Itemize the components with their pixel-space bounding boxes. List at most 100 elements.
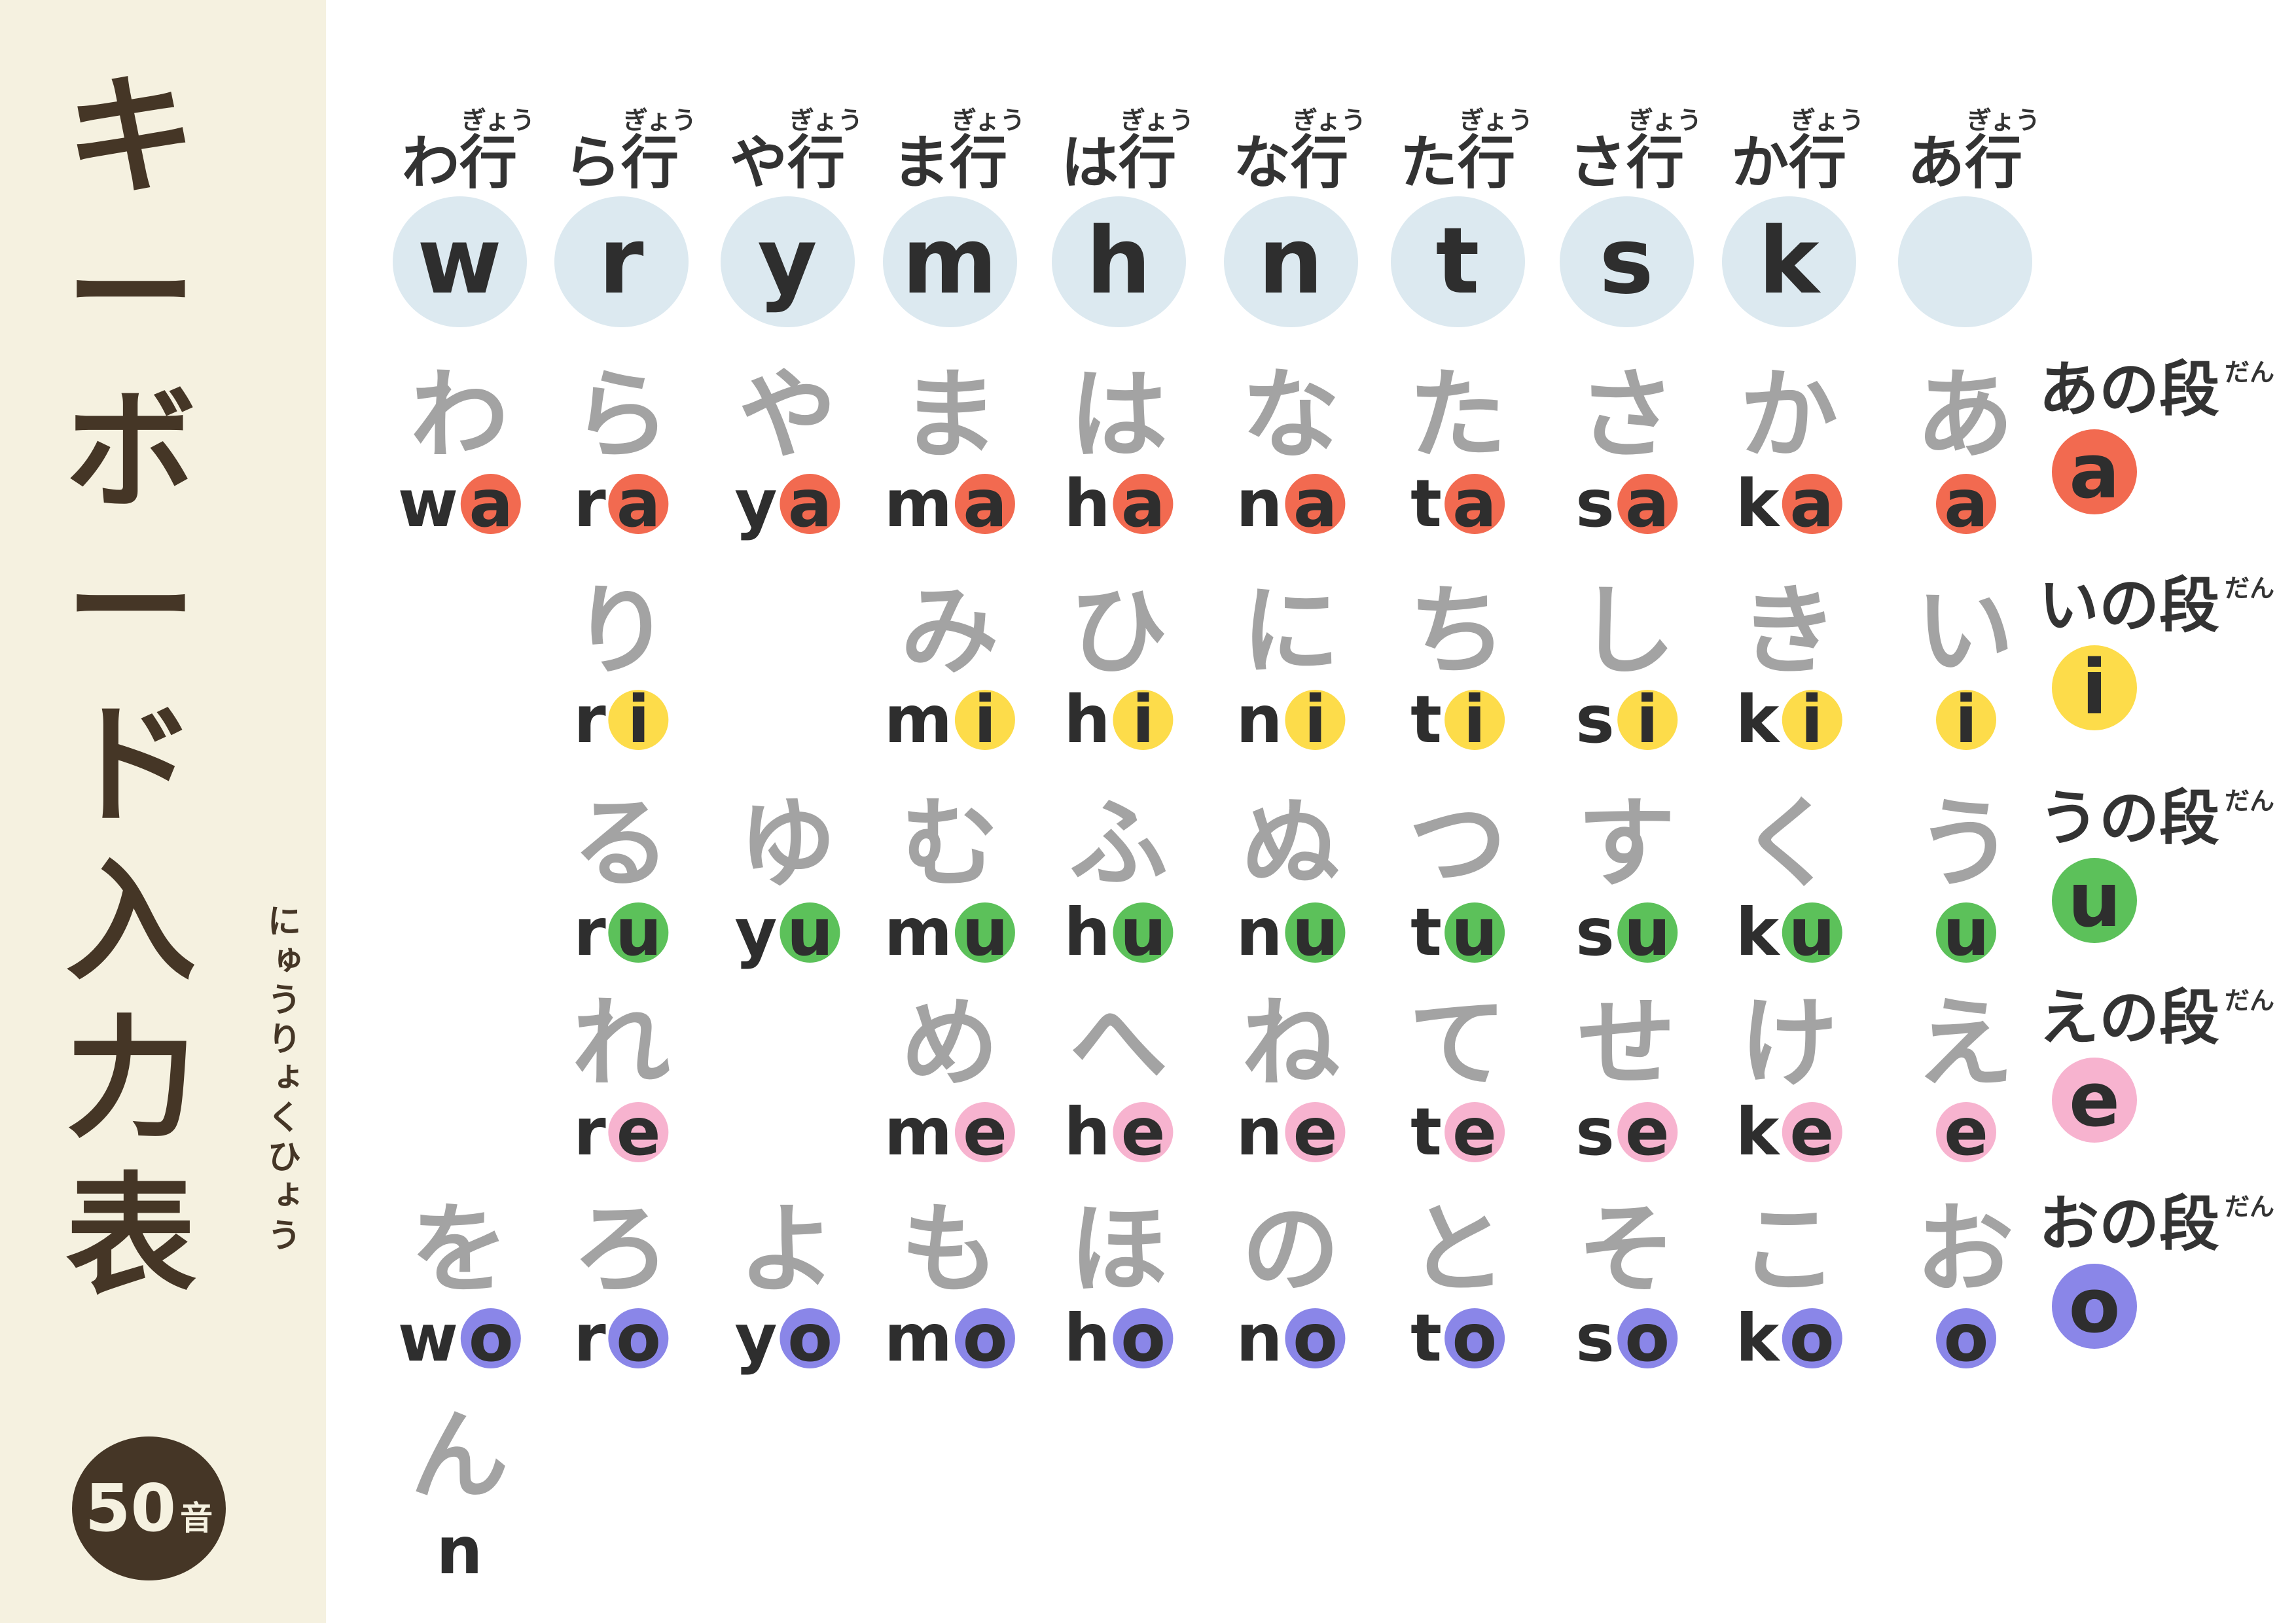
romaji-vowel: e: [955, 1099, 1016, 1165]
romaji-vowel: i: [955, 687, 1016, 753]
kana-si: し: [1577, 575, 1676, 688]
dan-label-text: うの段: [2039, 783, 2220, 853]
romaji-vowel: e: [1617, 1099, 1677, 1165]
gyou-label: な行: [1232, 129, 1348, 196]
romaji-consonant: r: [573, 1300, 606, 1376]
romaji-vowel: e: [1113, 1099, 1174, 1165]
romaji-consonant: k: [1735, 465, 1780, 542]
kana-ma: ま: [900, 359, 999, 473]
romaji-consonant: m: [884, 1094, 953, 1170]
dan-label-text: おの段: [2039, 1189, 2220, 1259]
title-char: ー: [65, 532, 196, 685]
consonant-key-circle: y: [720, 196, 855, 327]
gyou-ruby: ぎょう: [622, 106, 696, 135]
romaji-o: o: [1933, 1306, 1996, 1371]
kana-me: め: [900, 987, 999, 1101]
romaji-vowel: i: [1444, 687, 1505, 753]
kana-ho: ほ: [1069, 1193, 1168, 1307]
kana-mu: む: [900, 787, 999, 901]
title-char: 入: [65, 846, 196, 999]
kana-ke: け: [1739, 987, 1839, 1101]
kana-to: と: [1408, 1193, 1507, 1307]
dan-ruby: だん: [2225, 986, 2275, 1015]
dan-label: えの段 だん: [2039, 988, 2287, 1048]
romaji-consonant: r: [573, 1094, 606, 1170]
kana-re: れ: [571, 987, 671, 1101]
romaji-consonant: n: [1236, 1094, 1283, 1170]
kana-wa: わ: [410, 359, 509, 473]
column-header: ぎょう か行 k: [1713, 108, 1864, 327]
kana-ko: こ: [1739, 1193, 1839, 1307]
kana-tu: つ: [1408, 787, 1507, 901]
romaji-consonant: h: [1064, 1094, 1111, 1170]
romaji-vowel: o: [608, 1306, 669, 1371]
romaji-vowel: i: [1617, 687, 1677, 753]
column-header: ぎょう さ行 s: [1551, 108, 1702, 327]
column-header: ぎょう ま行 m: [874, 108, 1025, 327]
romaji-vowel: a: [1782, 471, 1842, 537]
romaji-a: a: [1933, 471, 1996, 537]
romaji-vowel: o: [1936, 1306, 1996, 1371]
romaji-consonant: m: [884, 1300, 953, 1376]
dan-label: いの段 だん: [2039, 576, 2287, 636]
title-char: キ: [65, 61, 196, 213]
romaji-vowel: o: [1617, 1306, 1677, 1371]
romaji-consonant: n: [1236, 465, 1283, 542]
gyou-label: は行: [1060, 129, 1176, 196]
romaji-vowel: e: [1936, 1099, 1996, 1165]
kana-ya: や: [738, 359, 837, 473]
fifty-sounds-badge: 50 音: [72, 1436, 226, 1580]
title-char: ー: [65, 218, 196, 370]
romaji-consonant: t: [1410, 1094, 1442, 1170]
kana-na: な: [1241, 359, 1340, 473]
kana-ro: ろ: [571, 1193, 671, 1307]
gyou-label: あ行: [1907, 129, 2022, 196]
romaji-vowel: u: [1617, 900, 1677, 965]
romaji-vowel: u: [1113, 900, 1174, 965]
kana-ka: か: [1739, 359, 1839, 473]
kana-ra: ら: [571, 359, 671, 473]
romaji-consonant: y: [734, 894, 778, 971]
romaji-consonant: y: [734, 1300, 778, 1376]
dan-vowel-circle: u: [2052, 858, 2137, 943]
romaji-vowel: o: [780, 1306, 840, 1371]
kana-sa: さ: [1577, 359, 1676, 473]
badge-unit: 音: [180, 1499, 213, 1537]
romaji-vowel: e: [1782, 1099, 1842, 1165]
dan-vowel-circle: e: [2052, 1058, 2137, 1143]
romaji-consonant: n: [1236, 894, 1283, 971]
romaji-consonant: h: [1064, 894, 1111, 971]
romaji-consonant: s: [1575, 1300, 1615, 1376]
consonant-key-circle: m: [882, 196, 1017, 327]
romaji-vowel: o: [955, 1306, 1016, 1371]
column-header: ぎょう あ行: [1890, 108, 2040, 327]
column-header: ぎょう は行 h: [1043, 108, 1194, 327]
romaji-consonant: r: [573, 894, 606, 971]
dan-label-group: あの段 だん a: [2039, 360, 2287, 514]
gyou-ruby: ぎょう: [1790, 106, 1864, 135]
romaji-u: u: [1933, 900, 1996, 965]
romaji-vowel: i: [1113, 687, 1174, 753]
romaji-vowel: a: [955, 471, 1016, 537]
kana-mi: み: [900, 575, 999, 688]
title-ruby: にゅうりょくひょう: [261, 903, 300, 1257]
gyou-label: た行: [1399, 129, 1515, 196]
romaji-consonant: s: [1575, 894, 1615, 971]
romaji-consonant: s: [1575, 681, 1615, 758]
romaji-vowel: o: [461, 1306, 522, 1371]
kana-te: て: [1408, 987, 1507, 1101]
romaji-vowel: a: [780, 471, 840, 537]
romaji-consonant: k: [1735, 681, 1780, 758]
romaji-consonant: k: [1735, 1094, 1780, 1170]
